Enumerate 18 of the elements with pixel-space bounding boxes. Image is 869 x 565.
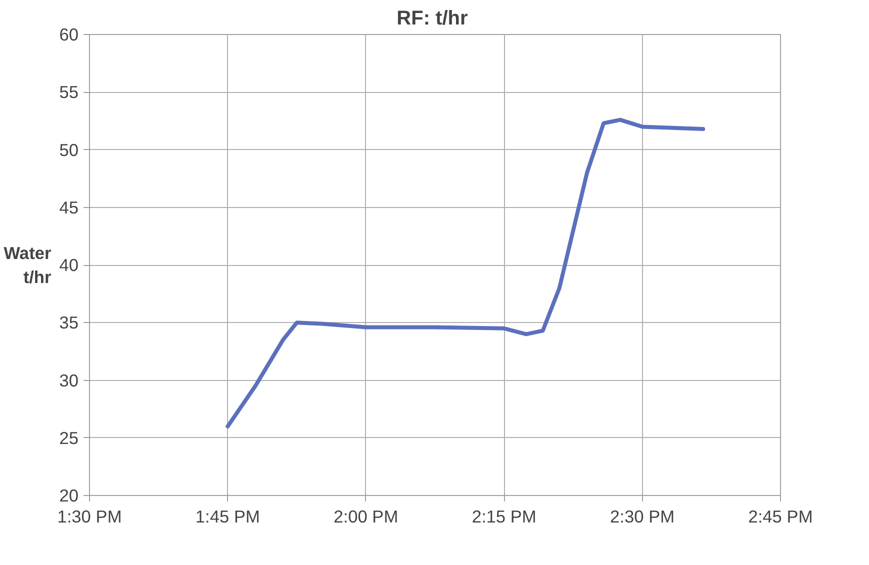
y-tick-label: 25: [59, 428, 79, 448]
y-axis-title: Water t/hr: [4, 243, 52, 287]
y-tick-label: 55: [59, 82, 79, 102]
x-tick-label: 2:30 PM: [610, 506, 675, 526]
y-tick-label: 35: [59, 312, 79, 333]
x-tick-label: 1:45 PM: [195, 506, 260, 526]
y-tick-label: 45: [59, 197, 79, 218]
x-tick-label: 2:15 PM: [472, 506, 536, 526]
y-tick-label: 60: [59, 24, 79, 44]
y-tick-label: 20: [59, 486, 79, 506]
line-series: [226, 118, 706, 428]
x-tick-label: 2:00 PM: [334, 506, 398, 526]
y-tick-label: 30: [59, 370, 79, 390]
x-tick-label: 2:45 PM: [748, 506, 813, 526]
x-tick-label: 1:30 PM: [57, 506, 122, 526]
y-tick-label: 40: [59, 255, 79, 275]
chart-title: RF: t/hr: [396, 8, 468, 30]
y-tick-label: 50: [59, 140, 79, 160]
